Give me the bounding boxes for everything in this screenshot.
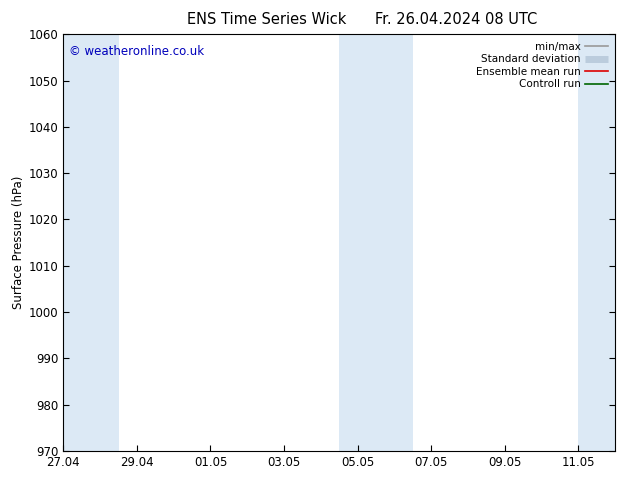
Text: © weatheronline.co.uk: © weatheronline.co.uk [69, 45, 204, 58]
Y-axis label: Surface Pressure (hPa): Surface Pressure (hPa) [11, 176, 25, 309]
Bar [339, 34, 413, 451]
Text: Fr. 26.04.2024 08 UTC: Fr. 26.04.2024 08 UTC [375, 12, 538, 27]
Bar [63, 34, 119, 451]
Legend: min/max, Standard deviation, Ensemble mean run, Controll run: min/max, Standard deviation, Ensemble me… [474, 40, 610, 92]
Text: ENS Time Series Wick: ENS Time Series Wick [186, 12, 346, 27]
Bar [578, 34, 634, 451]
